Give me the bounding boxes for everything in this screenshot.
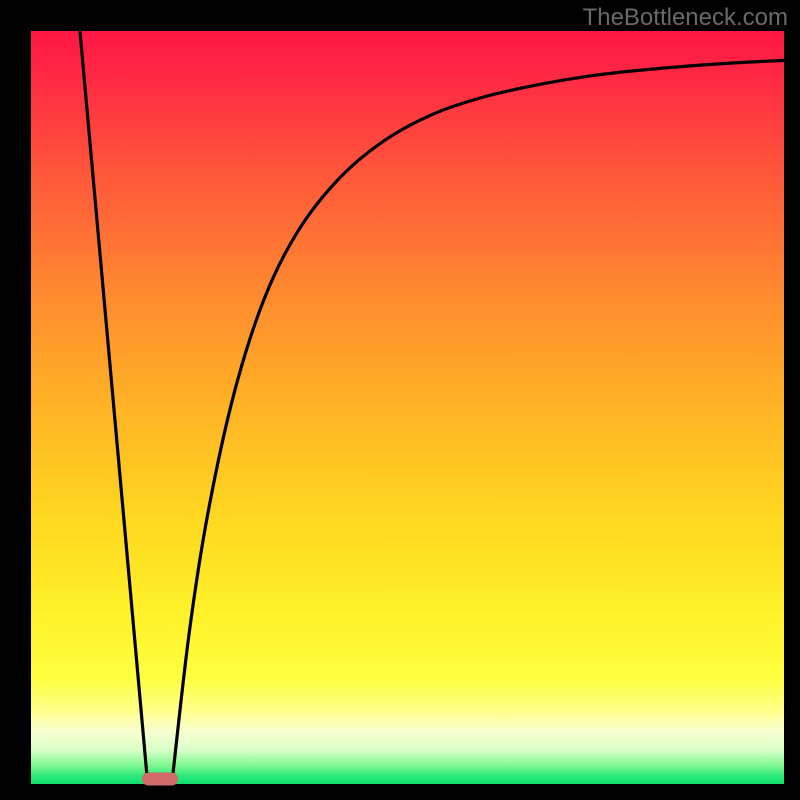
plot-area (31, 31, 784, 784)
optimal-point-marker (142, 773, 178, 786)
watermark-text: TheBottleneck.com (583, 4, 788, 32)
curve-overlay (31, 31, 784, 784)
